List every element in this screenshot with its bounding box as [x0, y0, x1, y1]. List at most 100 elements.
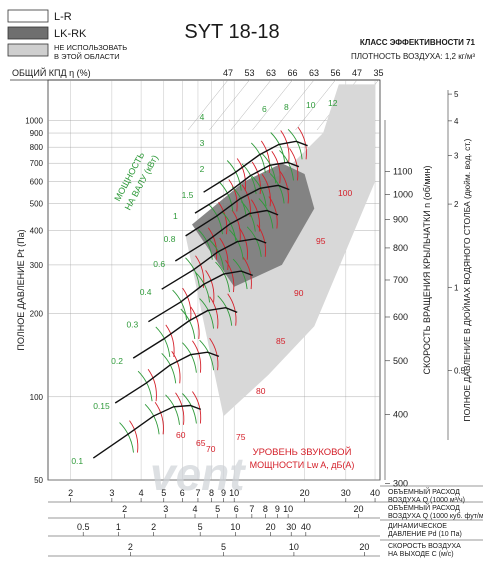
bottom-scale-tick-label: 2	[151, 522, 156, 532]
power-curve-segment	[172, 289, 188, 321]
bottom-scale-tick-label: 2	[128, 542, 133, 552]
inwg-tick-label: 1	[454, 283, 459, 292]
power-tick-label: 1	[173, 211, 178, 221]
performance-curve-900	[174, 209, 279, 262]
efficiency-class: КЛАСС ЭФФЕКТИВНОСТИ 71	[360, 38, 476, 47]
bottom-scale-tick-label: 4	[193, 504, 198, 514]
sound-curve-segment	[280, 130, 290, 163]
y-tick-label: 400	[30, 226, 44, 235]
y-tick-label: 100	[30, 393, 44, 402]
power-curve-segment	[270, 132, 286, 163]
power-tick-label: 0.15	[93, 401, 110, 411]
power-curve-segment	[218, 181, 234, 212]
bottom-scale-tick-label: 8	[209, 488, 214, 498]
bottom-scale-tick-label: 6	[180, 488, 185, 498]
rpm-tick-label: 300	[393, 478, 408, 488]
bottom-scale-tick-label: 6	[234, 504, 239, 514]
efficiency-tick-label: 66	[287, 68, 297, 78]
sound-curve-segment	[231, 209, 241, 243]
power-curve-segment	[232, 258, 248, 290]
power-curve-segment	[180, 308, 196, 340]
y-tick-label: 200	[30, 310, 44, 319]
bottom-scale-tick-label: 2	[122, 504, 127, 514]
sound-curve-segment	[250, 199, 261, 232]
bottom-scale-tick-label: 5	[161, 488, 166, 498]
bottom-scale-tick-label: 10	[283, 504, 293, 514]
power-tick-label: 2	[200, 164, 205, 174]
power-curve-segment	[182, 342, 197, 373]
power-curve-segment	[119, 422, 134, 453]
power-curve-segment	[287, 128, 303, 160]
bottom-scale-tick-label: 0.5	[77, 522, 90, 532]
bottom-scale-label: ДИНАМИЧЕСКОЕ	[388, 523, 447, 530]
watermark: vent	[150, 448, 246, 500]
power-tick-label-upper: 12	[328, 98, 338, 108]
efficiency-tick-label: 47	[352, 68, 362, 78]
sound-curve-segment	[260, 140, 271, 173]
efficiency-tick-label: 63	[309, 68, 319, 78]
sound-tick-label: 75	[236, 432, 246, 442]
efficiency-guide-line	[295, 79, 336, 131]
inwg-tick-label: 0.5	[454, 366, 466, 375]
legend-label-unused-1: НЕ ИСПОЛЬЗОВАТЬ	[54, 43, 127, 52]
power-tick-label-upper: 10	[306, 100, 316, 110]
power-curve-segment	[215, 261, 230, 293]
inwg-tick-label: 4	[454, 117, 459, 126]
rpm-tick-label: 1100	[393, 166, 412, 176]
bottom-scale-label: ВОЗДУХА Q (1000 м³/ч)	[388, 497, 465, 504]
sound-tick-label: 80	[256, 386, 266, 396]
bottom-scale-tick-label: 3	[163, 504, 168, 514]
power-curve-segment	[195, 272, 211, 303]
sound-tick-label: 60	[176, 430, 186, 440]
y-tick-label: 500	[30, 200, 44, 209]
sound-tick-label: 100	[338, 188, 352, 198]
sound-power-lines	[129, 127, 307, 453]
power-curve-segment	[144, 403, 160, 435]
sound-curve-segment	[242, 256, 252, 290]
bottom-scale-label: ОБЪЕМНЫЙ РАСХОД	[388, 487, 460, 496]
performance-curve-1100	[194, 161, 300, 214]
y-tick-label: 600	[30, 178, 44, 187]
bottom-scale-tick-label: 7	[195, 488, 200, 498]
chart-title: SYT 18-18	[184, 21, 279, 43]
efficiency-tick-label: 35	[373, 68, 383, 78]
power-curve-segment	[208, 203, 223, 235]
power-tick-label-upper: 6	[262, 104, 267, 114]
power-curve-segment	[199, 298, 215, 329]
legend-label-unused-2: В ЭТОЙ ОБЛАСТИ	[54, 52, 120, 61]
y-tick-label: 50	[34, 476, 43, 485]
efficiency-guide-line	[273, 79, 315, 131]
power-curve-segment	[226, 160, 242, 191]
power-curve-segment	[258, 198, 274, 229]
performance-curve-400	[92, 404, 202, 459]
power-curve-segment	[261, 152, 277, 184]
sound-curve-segment	[218, 201, 228, 235]
sound-curve-segment	[207, 227, 218, 260]
power-curve-segment	[246, 226, 262, 257]
bottom-scale-label: ВОЗДУХА Q (1000 куб. фут/мин)	[388, 512, 483, 520]
bottom-scale-tick-label: 9	[275, 504, 280, 514]
performance-curve-1000	[185, 184, 290, 237]
bottom-scale-tick-label: 40	[301, 522, 311, 532]
y-tick-label: 300	[30, 261, 44, 270]
bottom-scale-tick-label: 10	[230, 522, 240, 532]
performance-curve-600	[132, 306, 238, 359]
air-density: ПЛОТНОСТЬ ВОЗДУХА: 1,2 кг/м³	[351, 52, 475, 61]
sound-curve-segment	[165, 324, 175, 357]
power-curve-segment	[161, 352, 177, 384]
sound-curve-segment	[182, 287, 192, 321]
efficiency-guide-line	[230, 79, 272, 131]
bottom-scale-tick-label: 4	[139, 488, 144, 498]
sound-label-2: МОЩНОСТИ Lw A, дБ(А)	[250, 460, 355, 470]
legend-label-lr: L-R	[54, 11, 72, 23]
power-tick-label: 0.1	[71, 456, 83, 466]
bottom-scale-tick-label: 9	[221, 488, 226, 498]
bottom-scale-tick-label: 20	[354, 504, 364, 514]
legend-swatch-lkrk	[7, 26, 49, 40]
power-curve-segment	[250, 142, 266, 173]
bottom-scale-tick-label: 20	[266, 522, 276, 532]
performance-curve-1200	[203, 140, 308, 193]
bottom-scale-label: ОБЪЕМНЫЙ РАСХОД	[388, 503, 460, 512]
